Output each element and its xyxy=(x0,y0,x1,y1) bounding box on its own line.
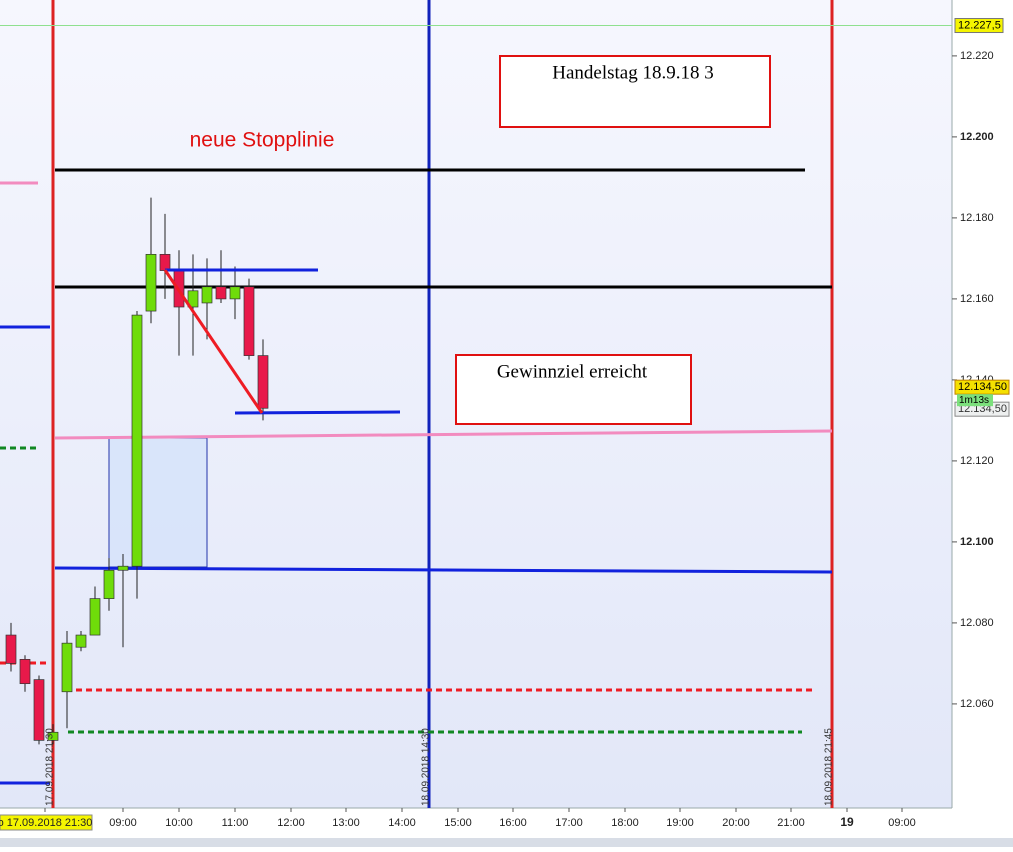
level-line xyxy=(54,566,833,574)
y-tick-label: 12.080 xyxy=(960,617,994,629)
candle-body xyxy=(229,286,241,300)
candle-body xyxy=(215,286,227,300)
x-tick-label: 09:00 xyxy=(109,817,137,829)
note-text: Gewinnziel erreicht xyxy=(497,361,648,382)
x-tick-label: 16:00 xyxy=(499,817,527,829)
x-tick-label: 19:00 xyxy=(666,817,694,829)
vertical-label: 18.09.2018 14:30 xyxy=(421,728,432,806)
candle-body xyxy=(257,355,269,409)
vertical-label: 17.09.2018 21:30 xyxy=(45,728,56,806)
note-text: Handelstag 18.9.18 3 xyxy=(552,62,713,83)
y-tick-label: 12.060 xyxy=(960,698,994,710)
price-tag-label: 12.134,50 xyxy=(958,381,1007,393)
x-axis-area xyxy=(0,808,1013,838)
x-tick-label: 19 xyxy=(840,815,854,829)
candle-body xyxy=(75,634,87,648)
x-tick-label: 18:00 xyxy=(611,817,639,829)
candle-body xyxy=(103,569,115,599)
x-tick-label: 13:00 xyxy=(332,817,360,829)
note-box xyxy=(499,55,771,128)
x-tick-label: 14:00 xyxy=(388,817,416,829)
trade-line xyxy=(163,269,264,414)
candle-body xyxy=(19,659,31,685)
candle-body xyxy=(33,679,45,741)
zone-box xyxy=(108,437,208,568)
y-tick-label: 12.180 xyxy=(960,212,994,224)
level-line xyxy=(234,410,401,415)
x-tick-label: 12:00 xyxy=(277,817,305,829)
x-tick-label: 21:00 xyxy=(777,817,805,829)
price-tag-label: 12.227,5 xyxy=(958,19,1001,31)
candle-body xyxy=(243,286,255,356)
price-tag xyxy=(954,18,1004,34)
drawings xyxy=(0,0,834,808)
countdown: 1m13s xyxy=(959,395,989,406)
scrollbar[interactable] xyxy=(0,838,1013,847)
y-tick-label: 12.220 xyxy=(960,50,994,62)
x-tick-label: 15:00 xyxy=(444,817,472,829)
candle-body xyxy=(117,565,129,571)
candle-body xyxy=(159,253,171,271)
x-tick-label: o 17.09.2018 21:30 xyxy=(0,817,92,829)
trend-line xyxy=(54,429,833,440)
candle-body xyxy=(131,314,143,567)
candle-body xyxy=(201,286,213,304)
y-tick-label: 12.200 xyxy=(960,131,994,143)
x-tick-label: 11:00 xyxy=(222,817,249,829)
x-tick-label: 10:00 xyxy=(165,817,193,829)
annotation: neue Stopplinie xyxy=(190,129,335,152)
candle-body xyxy=(47,731,59,741)
x-tick-label: 09:00 xyxy=(888,817,916,829)
candle-body xyxy=(61,642,73,693)
drawings-top: neue Stopplinie Handelstag 18.9.18 3 Gew… xyxy=(45,55,835,806)
candle-body xyxy=(89,598,101,636)
candle-body xyxy=(5,634,17,664)
x-tick-label: 20:00 xyxy=(722,817,750,829)
countdown-tag xyxy=(957,394,993,407)
y-tick-label: 12.100 xyxy=(960,536,994,548)
y-tick-label: 12.160 xyxy=(960,293,994,305)
note-box xyxy=(455,354,692,425)
x-tick-highlight xyxy=(0,814,93,831)
y-tick-label: 12.120 xyxy=(960,455,994,467)
vertical-label: 18.09.2018 21:45 xyxy=(824,728,835,806)
candle-body xyxy=(187,290,199,308)
x-tick-label: 17:00 xyxy=(555,817,583,829)
candle-body xyxy=(145,253,157,312)
